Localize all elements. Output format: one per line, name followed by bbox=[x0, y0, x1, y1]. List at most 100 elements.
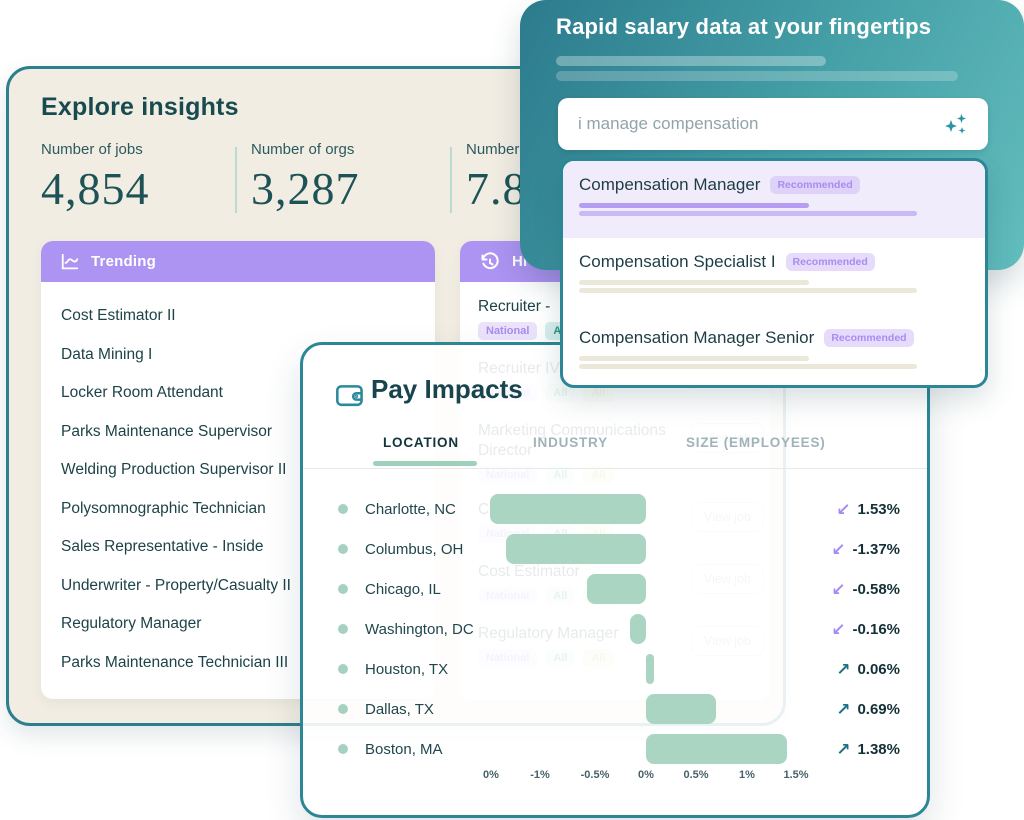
axis-tick-label: 1.5% bbox=[783, 769, 809, 781]
bullet-dot-icon bbox=[338, 584, 348, 594]
chart-value: ↙ -0.16% bbox=[831, 609, 900, 649]
result-item[interactable]: Compensation Manager Senior Recommended bbox=[563, 314, 985, 385]
chart-bar bbox=[646, 654, 654, 684]
trending-list-item[interactable]: Sales Representative - Inside bbox=[61, 538, 264, 555]
recommended-badge: Recommended bbox=[824, 329, 914, 347]
tab-industry[interactable]: INDUSTRY bbox=[533, 435, 608, 450]
chart-row: Columbus, OH ↙ -1.37% bbox=[303, 529, 927, 569]
skeleton-line bbox=[579, 280, 809, 285]
filter-badge: National bbox=[478, 322, 538, 340]
result-title-row: Compensation Manager Senior Recommended bbox=[579, 328, 969, 348]
skeleton-line bbox=[579, 356, 809, 361]
chart-value-label: 1.38% bbox=[857, 740, 900, 758]
chart-bar bbox=[646, 734, 787, 764]
trending-list: Cost Estimator II Data Mining I Locker Roo… bbox=[61, 297, 425, 682]
hero-heading: Rapid salary data at your fingertips bbox=[556, 14, 932, 39]
stat-divider bbox=[235, 147, 237, 213]
chart-bar bbox=[490, 494, 646, 524]
skeleton-line bbox=[579, 288, 917, 293]
chart-bar bbox=[506, 534, 646, 564]
bullet-dot-icon bbox=[338, 664, 348, 674]
search-box bbox=[558, 98, 988, 150]
stat-label: Number of jobs bbox=[41, 141, 143, 158]
history-row-title: Recruiter - bbox=[478, 298, 551, 315]
stat-value: 3,287 bbox=[251, 163, 360, 214]
trending-chart-icon bbox=[61, 253, 79, 269]
pay-impacts-title: Pay Impacts bbox=[371, 374, 523, 404]
chart-row: Chicago, IL ↙ -0.58% bbox=[303, 569, 927, 609]
search-results-dropdown: Compensation Manager Recommended Compensat… bbox=[560, 158, 988, 388]
stat-number-third: Number 7.8 bbox=[466, 141, 656, 215]
chart-row: Dallas, TX ↗ 0.69% bbox=[303, 689, 927, 729]
axis-tick-label: -0.5% bbox=[580, 769, 610, 781]
stat-divider bbox=[450, 147, 452, 213]
trending-list-item[interactable]: Parks Maintenance Technician III bbox=[61, 653, 289, 671]
chart-value: ↙ -1.37% bbox=[831, 529, 900, 569]
chart-value: ↙ -0.58% bbox=[831, 569, 900, 609]
axis-tick-label: 0.5% bbox=[683, 769, 709, 781]
page-title: Explore insights bbox=[41, 93, 239, 121]
trending-list-item[interactable]: Welding Production Supervisor II bbox=[61, 461, 287, 478]
bullet-dot-icon bbox=[338, 624, 348, 634]
chart-category-label: Washington, DC bbox=[365, 620, 474, 638]
chart-value-label: -0.58% bbox=[852, 580, 900, 598]
chart-row: Boston, MA ↗ 1.38% bbox=[303, 729, 927, 769]
trending-list-item[interactable]: Underwriter - Property/Casualty II bbox=[61, 576, 291, 594]
skeleton-line bbox=[579, 211, 917, 216]
chart-value-label: -0.16% bbox=[852, 620, 900, 638]
recommended-badge: Recommended bbox=[785, 253, 875, 271]
chart-value: ↗ 0.69% bbox=[836, 689, 900, 729]
trending-list-item[interactable]: Data Mining I bbox=[61, 345, 153, 363]
bullet-dot-icon bbox=[338, 704, 348, 714]
arrow-down-left-icon: ↙ bbox=[831, 619, 846, 639]
bullet-dot-icon bbox=[338, 544, 348, 554]
ai-sparkles-icon[interactable] bbox=[942, 110, 970, 138]
pay-impacts-card: Pay Impacts LOCATION INDUSTRY SIZE (EMPL… bbox=[300, 342, 930, 818]
arrow-up-right-icon: ↗ bbox=[836, 739, 851, 759]
tab-size-employees[interactable]: SIZE (EMPLOYEES) bbox=[686, 435, 826, 450]
chart-row: Houston, TX ↗ 0.06% bbox=[303, 649, 927, 689]
recommended-badge: Recommended bbox=[770, 176, 860, 194]
axis-tick-label: -1% bbox=[530, 769, 550, 781]
arrow-up-right-icon: ↗ bbox=[836, 659, 851, 679]
chart-row: Washington, DC ↙ -0.16% bbox=[303, 609, 927, 649]
chart-category-label: Chicago, IL bbox=[365, 580, 441, 598]
chart-value: ↗ 1.38% bbox=[836, 729, 900, 769]
arrow-up-right-icon: ↗ bbox=[836, 699, 851, 719]
result-title: Compensation Manager Senior bbox=[579, 328, 815, 347]
stat-label: Number of orgs bbox=[251, 141, 355, 158]
result-title-row: Compensation Manager Recommended bbox=[579, 175, 969, 195]
pay-impacts-chart: Charlotte, NC ↙ 1.53% Columbus, OH ↙ -1.37% Ch… bbox=[303, 489, 927, 769]
result-title: Compensation Specialist I bbox=[579, 252, 776, 271]
axis-tick-label: 0% bbox=[638, 769, 654, 781]
search-input[interactable] bbox=[578, 114, 942, 134]
result-title: Compensation Manager bbox=[579, 175, 761, 194]
chart-bar bbox=[646, 694, 716, 724]
stat-value: 4,854 bbox=[41, 163, 150, 214]
skeleton-line bbox=[579, 203, 809, 208]
result-item[interactable]: Compensation Specialist I Recommended bbox=[563, 238, 985, 314]
stat-number-of-orgs: Number of orgs 3,287 bbox=[251, 141, 441, 215]
stat-label: Number bbox=[466, 141, 520, 158]
bullet-dot-icon bbox=[338, 504, 348, 514]
trending-list-item[interactable]: Locker Room Attendant bbox=[61, 384, 223, 401]
chart-category-label: Columbus, OH bbox=[365, 540, 464, 558]
chart-category-label: Charlotte, NC bbox=[365, 500, 456, 518]
axis-tick-label: 1% bbox=[739, 769, 755, 781]
chart-bar bbox=[630, 614, 646, 644]
axis-tick-label: 0% bbox=[483, 769, 499, 781]
trending-list-item[interactable]: Regulatory Manager bbox=[61, 615, 202, 632]
tab-location[interactable]: LOCATION bbox=[383, 435, 459, 450]
result-title-row: Compensation Specialist I Recommended bbox=[579, 252, 969, 272]
result-item[interactable]: Compensation Manager Recommended bbox=[563, 161, 985, 238]
trending-list-item[interactable]: Polysomnographic Technician bbox=[61, 499, 266, 517]
trending-list-item[interactable]: Cost Estimator II bbox=[61, 307, 176, 324]
history-clock-icon bbox=[481, 251, 499, 269]
wallet-icon bbox=[336, 385, 363, 407]
chart-bar bbox=[587, 574, 646, 604]
chart-category-label: Dallas, TX bbox=[365, 700, 434, 718]
trending-list-item[interactable]: Parks Maintenance Supervisor bbox=[61, 422, 273, 440]
chart-x-axis: 0% -1% -0.5% 0% 0.5% 1% 1.5% bbox=[303, 769, 927, 789]
skeleton-line bbox=[579, 364, 917, 369]
